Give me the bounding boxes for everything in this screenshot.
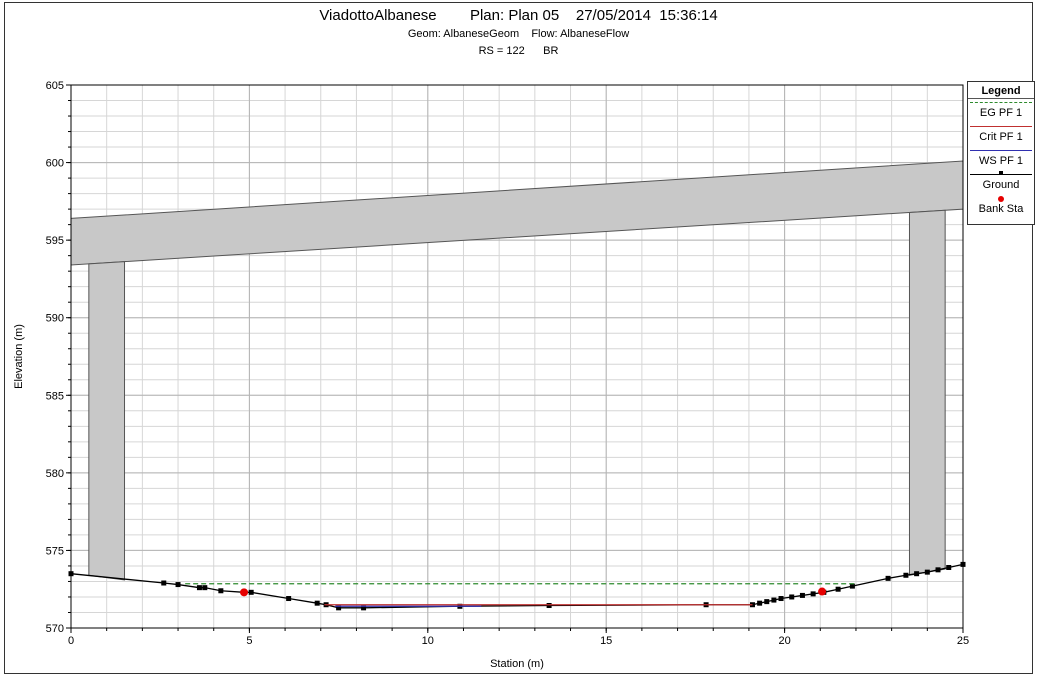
chart-title: ViadottoAlbanese Plan: Plan 05 27/05/201… [319, 7, 718, 24]
plot-area-border [70, 84, 964, 629]
ground-point [778, 596, 784, 602]
ground-point [546, 603, 552, 609]
bridge-pier [908, 209, 946, 576]
y-tick-label: 590 [46, 313, 64, 325]
legend-item-eg: EG PF 1 [968, 99, 1034, 123]
x-tick-label: 15 [600, 635, 612, 647]
y-tick-label: 570 [46, 623, 64, 635]
legend-item-ground: Ground [968, 171, 1034, 195]
legend-label-crit: Crit PF 1 [979, 131, 1023, 143]
y-axis-label: Elevation (m) [13, 324, 25, 389]
ground-point [914, 571, 920, 577]
ground-point [835, 586, 841, 592]
ground-point [218, 588, 224, 594]
y-tick-label: 605 [46, 80, 64, 92]
legend-swatch-ws [970, 150, 1032, 151]
x-axis-label: Station (m) [490, 658, 544, 670]
y-tick-label: 600 [46, 158, 64, 170]
ground-point [361, 605, 367, 611]
tick-labels: 0 5 10 15 20 25 570 575 580 585 590 595 600 605 [46, 80, 969, 647]
series-line-ground [70, 563, 964, 609]
legend-title: Legend [968, 82, 1034, 99]
legend-marker-ground [999, 171, 1003, 175]
x-tick-label: 0 [68, 635, 74, 647]
bridge [70, 160, 964, 581]
legend-item-bank: Bank Sta [968, 195, 1034, 219]
grid [70, 84, 964, 629]
chart-subtitle-rs: RS = 122 BR [478, 45, 559, 57]
ground-point [799, 592, 805, 598]
chart-frame [4, 2, 1033, 674]
x-tick-label: 5 [246, 635, 252, 647]
legend-label-eg: EG PF 1 [979, 107, 1023, 119]
ground-point [336, 605, 342, 611]
x-tick-label: 25 [957, 635, 969, 647]
bank-station-point [818, 587, 827, 596]
ground-point [196, 585, 202, 591]
ground-point [903, 572, 909, 578]
ground-point [314, 600, 320, 606]
x-tick-label: 20 [778, 635, 790, 647]
ground-point [161, 580, 167, 586]
axes [66, 84, 964, 633]
y-tick-label: 585 [46, 390, 64, 402]
ground-point [885, 575, 891, 581]
bank-station-point [240, 588, 249, 597]
ground-point [849, 583, 855, 589]
ground-point [789, 594, 795, 600]
bridge-pier [88, 261, 126, 581]
ground-point [764, 599, 770, 605]
y-tick-label: 580 [46, 468, 64, 480]
y-tick-label: 595 [46, 235, 64, 247]
ground-point [286, 596, 292, 602]
legend-item-ws: WS PF 1 [968, 147, 1034, 171]
legend-label-ground: Ground [982, 179, 1020, 191]
legend: Legend EG PF 1 Crit PF 1 WS PF 1 Ground … [967, 81, 1035, 225]
bridge-deck [70, 160, 964, 266]
legend-swatch-crit [970, 126, 1032, 127]
ground-point [924, 569, 930, 575]
legend-label-ws: WS PF 1 [978, 155, 1023, 167]
legend-item-crit: Crit PF 1 [968, 123, 1034, 147]
ground-point [946, 564, 952, 570]
ground-point [248, 589, 254, 595]
y-tick-label: 575 [46, 545, 64, 557]
series-lines [68, 561, 966, 611]
bank-stations [240, 587, 827, 597]
legend-label-bank: Bank Sta [978, 203, 1024, 215]
ground-point [810, 591, 816, 597]
chart-subtitle-geom-flow: Geom: AlbaneseGeom Flow: AlbaneseFlow [407, 28, 630, 40]
x-tick-label: 10 [422, 635, 434, 647]
ground-point [175, 582, 181, 588]
ground-point [757, 600, 763, 606]
ground-point [935, 567, 941, 573]
ground-point [771, 597, 777, 603]
legend-swatch-eg [970, 102, 1032, 103]
legend-marker-bank [998, 196, 1004, 202]
ground-point [202, 585, 208, 591]
